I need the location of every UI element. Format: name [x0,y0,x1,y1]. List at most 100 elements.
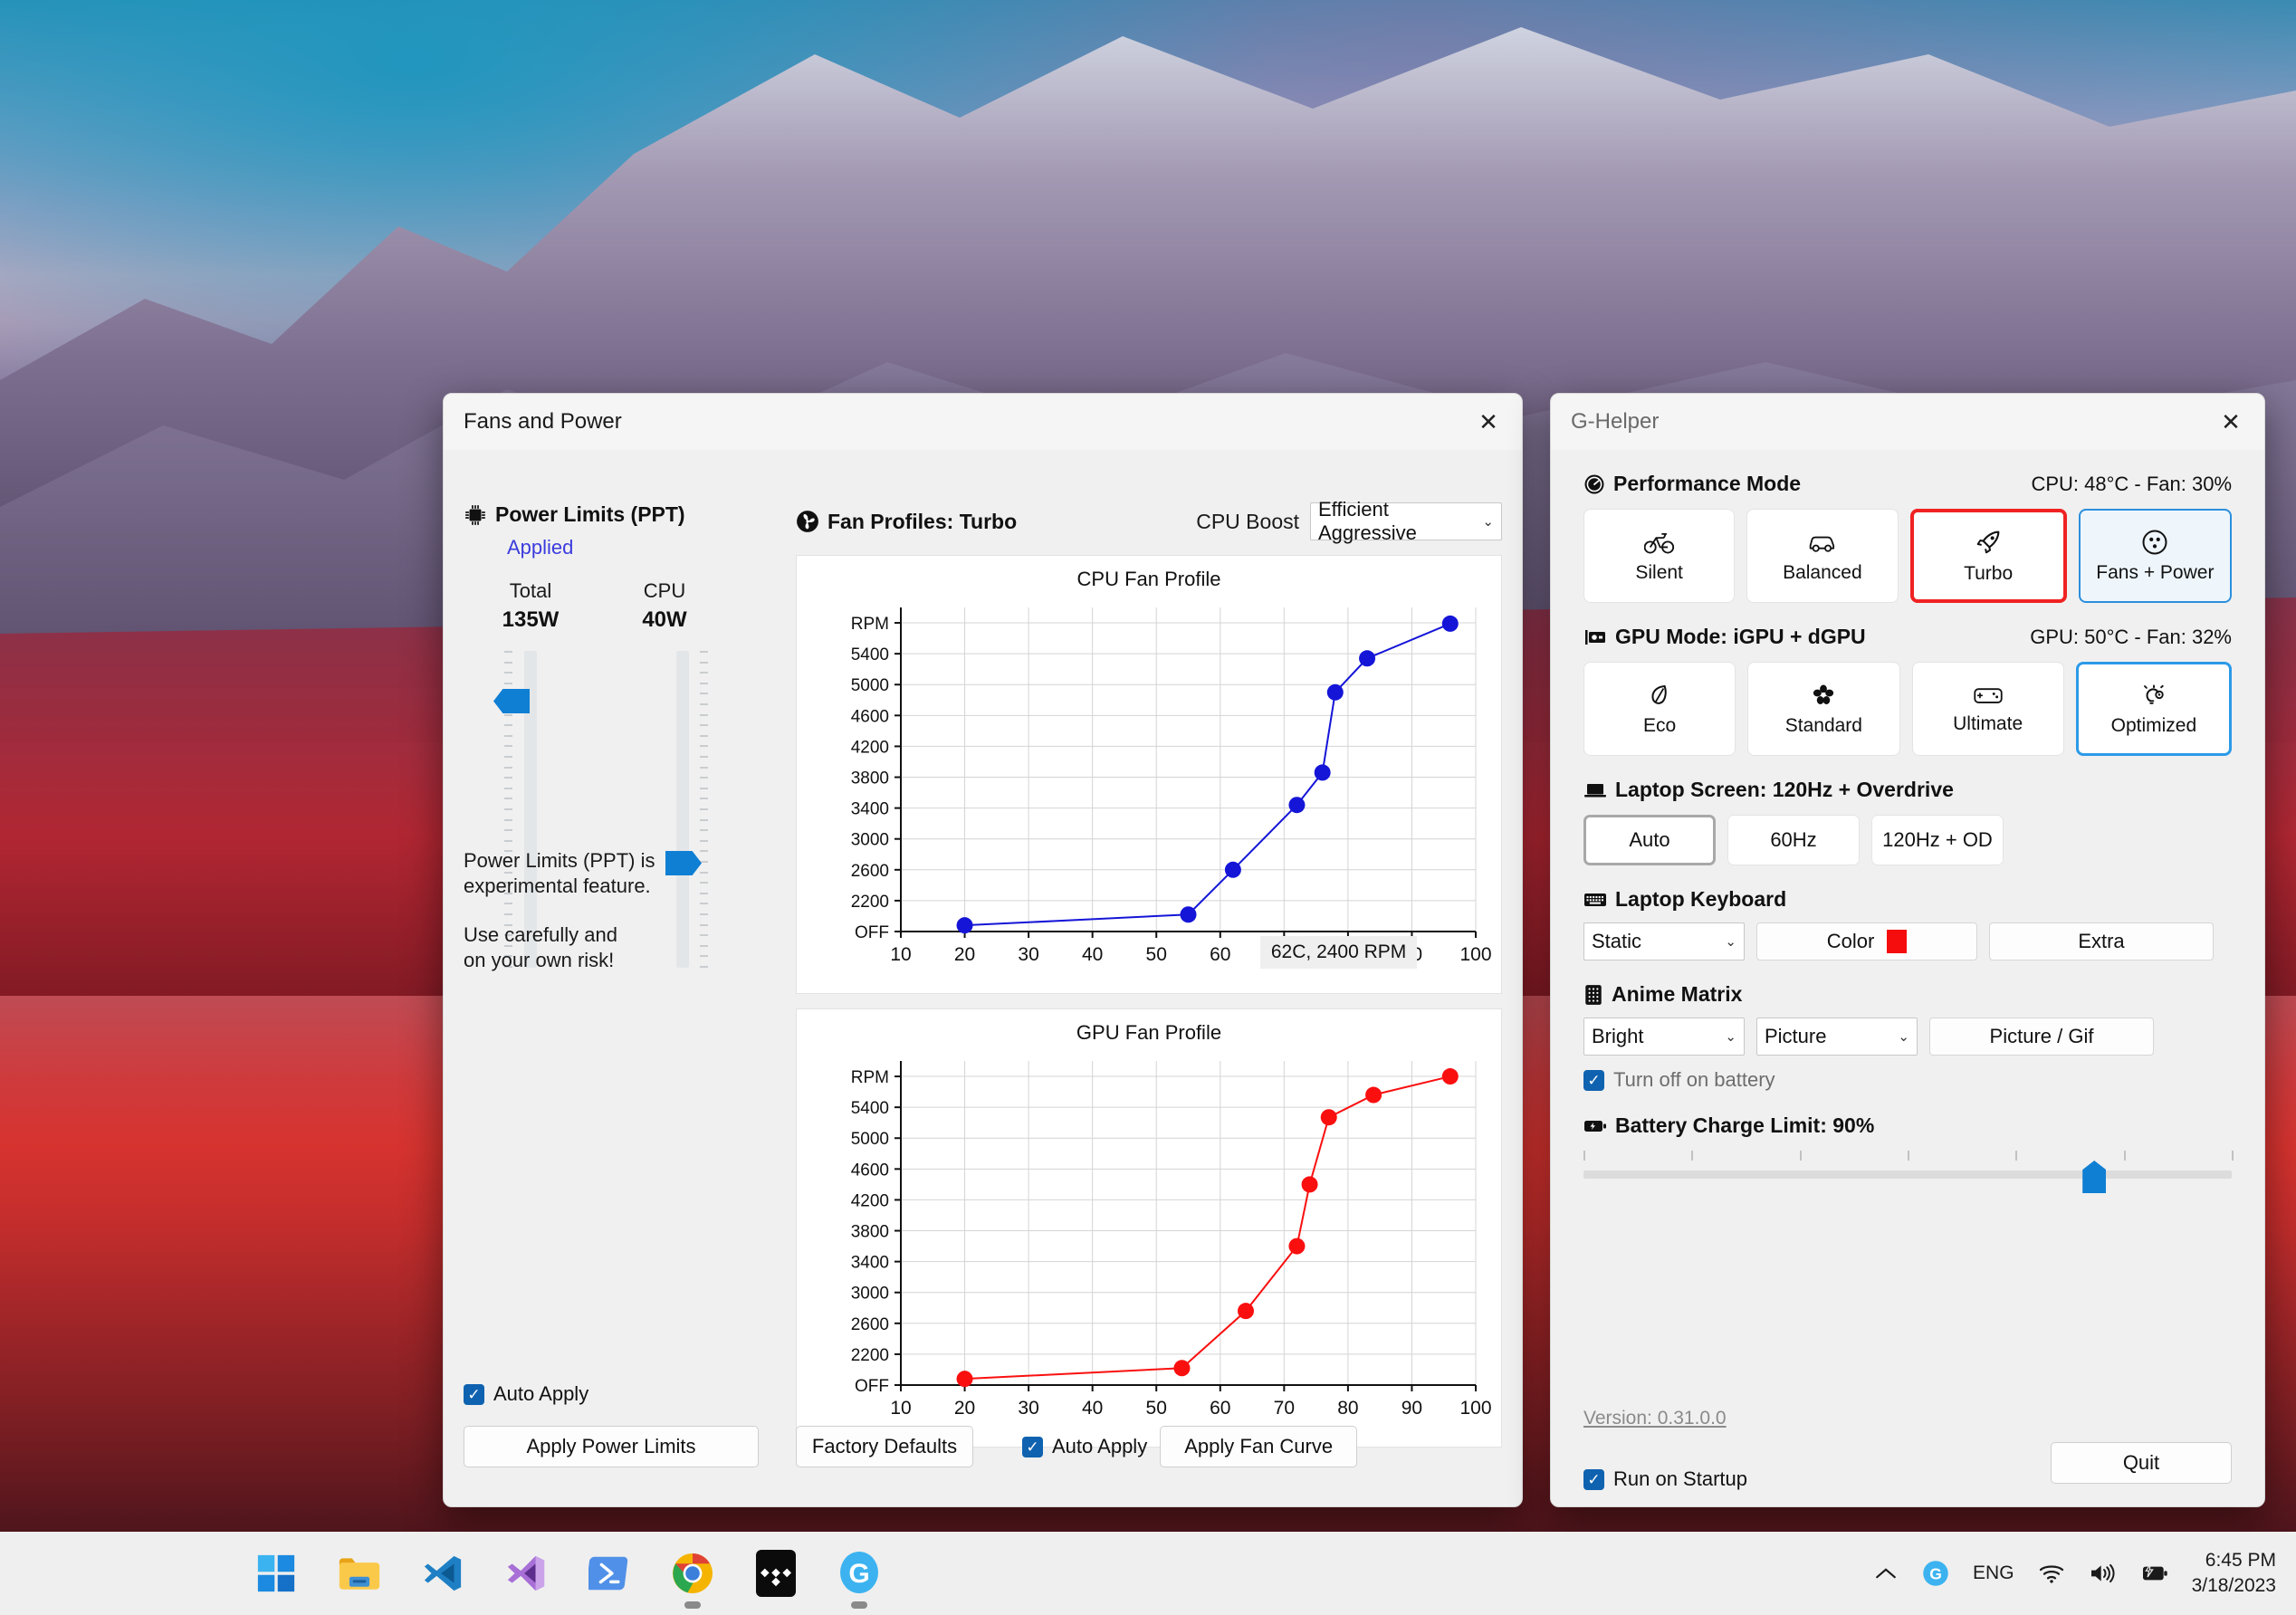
vs-code-button[interactable] [418,1549,467,1598]
visual-studio-button[interactable] [502,1549,550,1598]
matrix-dots-icon [1585,984,1602,1005]
wifi-icon[interactable] [2038,1562,2065,1584]
power-limits-heading-text: Power Limits (PPT) [495,502,685,526]
cpu-boost-label: CPU Boost [1196,509,1299,533]
performance-tile-silent[interactable]: Silent [1583,509,1736,603]
fan-profiles-footer: Factory Defaults Auto Apply Apply Fan Cu… [796,1426,1502,1467]
svg-text:5400: 5400 [851,1099,889,1118]
laptop-screen-heading-text: Laptop Screen: 120Hz + Overdrive [1615,778,1954,801]
gauge-icon [1584,474,1604,493]
keyboard-icon [1584,893,1606,906]
total-power-slider[interactable] [504,651,537,968]
g-helper-button[interactable]: G [835,1549,884,1609]
cpu-temp-fan-status: CPU: 48°C - Fan: 30% [2031,472,2232,495]
screen-option-120hz-od[interactable]: 120Hz + OD [1871,815,2004,865]
close-icon[interactable]: ✕ [1478,407,1498,435]
anime-battery-checkbox-box[interactable] [1583,1069,1604,1091]
total-power-slider-thumb[interactable] [493,689,530,713]
powershell-button[interactable] [585,1549,634,1598]
performance-tile-fans-power[interactable]: Fans + Power [2078,509,2232,603]
ppt-auto-apply-checkbox-box[interactable] [464,1383,484,1405]
gpu-fan-profile-chart[interactable]: GPU Fan Profile OFF 2200 2600 3000 3400 3800 4… [796,1008,1502,1448]
chevron-down-icon: ⌄ [1725,1029,1736,1045]
apply-power-limits-button[interactable]: Apply Power Limits [464,1426,759,1467]
fan-auto-apply-checkbox[interactable]: Auto Apply [1022,1435,1147,1458]
screen-option-auto[interactable]: Auto [1583,815,1716,865]
screen-option-60hz[interactable]: 60Hz [1727,815,1860,865]
chevron-up-icon[interactable] [1873,1564,1899,1582]
ppt-auto-apply-checkbox[interactable]: Auto Apply [464,1382,588,1406]
keyboard-extra-button[interactable]: Extra [1989,922,2214,960]
power-limits-heading: Power Limits (PPT) [464,502,776,527]
g-helper-tray-icon[interactable]: G [1922,1560,1949,1587]
cpu-fan-profile-chart[interactable]: CPU Fan Profile OFF 2200 2600 3000 3400 3800 4… [796,555,1502,994]
close-icon[interactable]: ✕ [2221,407,2241,435]
battery-charging-icon[interactable] [2139,1563,2168,1583]
language-indicator[interactable]: ENG [1973,1562,2014,1583]
cpu-chart-tooltip: 62C, 2400 RPM [1259,935,1418,969]
ppt-auto-apply-label: Auto Apply [493,1382,589,1405]
cpu-power-value-group: CPU 40W [598,579,732,633]
fans-and-power-window: Fans and Power ✕ Power Limits (PPT) Appl… [443,393,1523,1507]
run-on-startup-checkbox-box[interactable] [1583,1468,1604,1490]
apply-fan-curve-button[interactable]: Apply Fan Curve [1160,1426,1358,1467]
factory-defaults-button[interactable]: Factory Defaults [796,1426,973,1467]
svg-text:2200: 2200 [851,893,889,912]
svg-text:2600: 2600 [851,1315,889,1334]
chrome-icon [673,1553,713,1593]
ghelper-titlebar: G-Helper ✕ [1551,394,2264,450]
file-explorer-button[interactable] [335,1549,384,1598]
gpu-chart-plot[interactable]: OFF 2200 2600 3000 3400 3800 4200 4600 5000 5400 R… [797,1045,1503,1443]
gpu-tile-label: Optimized [2110,714,2197,736]
anime-turn-off-on-battery-checkbox[interactable]: Turn off on battery [1583,1068,2232,1092]
fan-profiles-section: Fan Profiles: Turbo CPU Boost Efficient … [796,498,1502,1448]
rocket-icon [1976,530,2000,553]
performance-tile-turbo[interactable]: Turbo [1909,509,2067,603]
performance-mode-heading: Performance Mode [1583,472,1801,496]
cpu-chart-plot[interactable]: OFF 2200 2600 3000 3400 3800 4200 4600 5000 5400 R… [797,591,1503,989]
gpu-tile-eco[interactable]: Eco [1583,662,1736,756]
battery-slider-thumb[interactable] [2082,1161,2107,1193]
gpu-tile-ultimate[interactable]: Ultimate [1911,662,2064,756]
chevron-down-icon: ⌄ [1898,1029,1909,1045]
svg-text:OFF: OFF [855,1377,889,1396]
anime-content-dropdown[interactable]: Picture ⌄ [1756,1018,1918,1056]
svg-text:5400: 5400 [851,645,889,664]
note-line-3: Use carefully and [464,923,617,947]
battery-charge-limit-slider[interactable] [1583,1151,2234,1201]
gpu-tile-optimized[interactable]: Optimized [2075,662,2232,756]
start-button[interactable] [252,1549,301,1598]
gpu-mode-header: GPU Mode: iGPU + dGPU GPU: 50°C - Fan: 3… [1583,625,2232,649]
cpu-power-slider[interactable] [676,651,708,968]
car-icon [1809,536,1834,552]
speaker-icon[interactable] [2089,1562,2116,1584]
anime-picture-gif-button[interactable]: Picture / Gif [1929,1018,2154,1056]
version-link[interactable]: Version: 0.31.0.0 [1583,1408,1727,1429]
gpu-tile-standard[interactable]: Standard [1747,662,1900,756]
battery-slider-track[interactable] [1583,1171,2232,1179]
cpu-boost-dropdown[interactable]: Efficient Aggressive ⌄ [1310,498,1502,544]
performance-tile-label: Silent [1635,561,1683,583]
svg-text:4600: 4600 [851,707,889,726]
power-limits-section: Power Limits (PPT) Applied Total 135W CP… [464,502,776,977]
google-chrome-button[interactable] [668,1549,717,1609]
note-line-1: Power Limits (PPT) is [464,849,655,872]
tidal-button[interactable] [751,1549,800,1598]
svg-text:4200: 4200 [851,1191,889,1210]
keyboard-color-swatch[interactable] [1887,930,1908,953]
svg-text:3800: 3800 [851,1223,889,1242]
fan-dots-icon [2142,530,2167,554]
anime-brightness-dropdown[interactable]: Bright ⌄ [1583,1018,1745,1056]
svg-text:60: 60 [1210,944,1230,965]
power-limits-status: Applied [507,536,574,559]
keyboard-color-button[interactable]: Color [1756,922,1977,960]
keyboard-mode-dropdown[interactable]: Static ⌄ [1583,922,1745,960]
run-on-startup-checkbox[interactable]: Run on Startup [1583,1467,1747,1491]
quit-button[interactable]: Quit [2051,1442,2232,1484]
taskbar-clock[interactable]: 6:45 PM 3/18/2023 [2192,1548,2276,1598]
performance-tile-label: Fans + Power [2096,561,2215,583]
svg-text:40: 40 [1082,1398,1103,1419]
performance-tile-balanced[interactable]: Balanced [1746,509,1899,603]
powershell-icon [588,1556,628,1591]
fan-auto-apply-checkbox-box[interactable] [1022,1436,1043,1457]
